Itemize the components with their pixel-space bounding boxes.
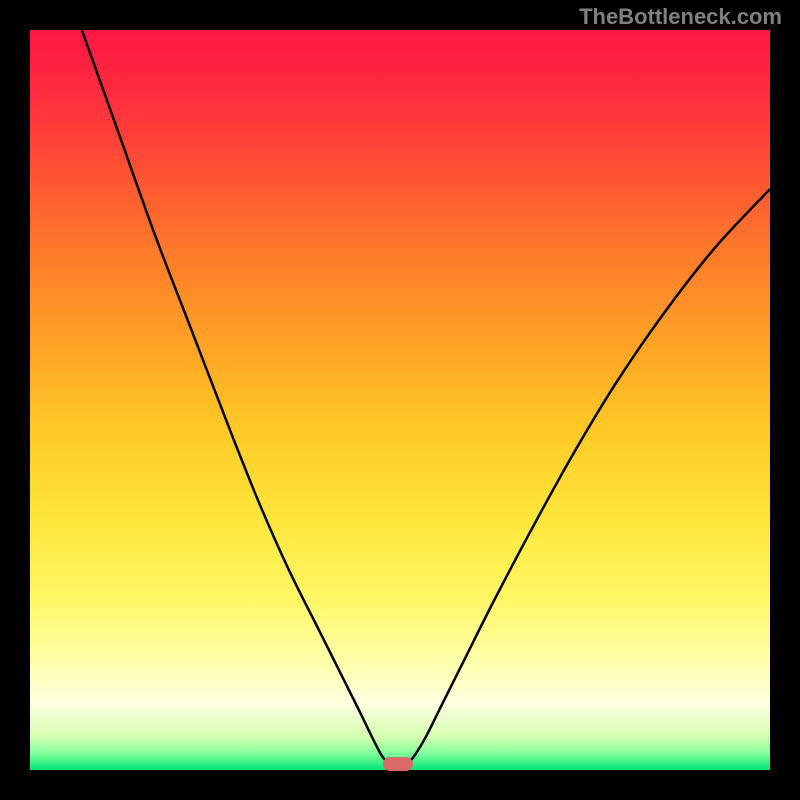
curve-left-branch — [82, 30, 389, 764]
bottleneck-marker — [383, 757, 413, 771]
plot-area — [30, 30, 770, 770]
watermark-text: TheBottleneck.com — [579, 4, 782, 30]
curve-layer — [30, 30, 770, 770]
curve-right-branch — [407, 189, 770, 764]
